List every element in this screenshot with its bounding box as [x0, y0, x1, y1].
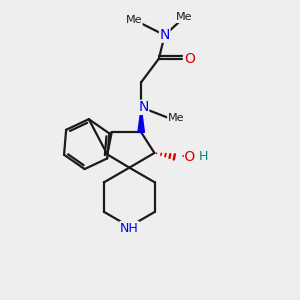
Text: Me: Me: [126, 15, 142, 26]
Text: Me: Me: [176, 13, 192, 22]
Text: N: N: [160, 28, 170, 42]
Text: H: H: [199, 150, 208, 163]
Polygon shape: [138, 107, 144, 132]
Text: N: N: [138, 100, 149, 114]
Text: Me: Me: [168, 112, 184, 123]
Text: NH: NH: [120, 221, 139, 235]
Text: ·O: ·O: [180, 150, 195, 164]
Text: O: O: [184, 52, 195, 66]
